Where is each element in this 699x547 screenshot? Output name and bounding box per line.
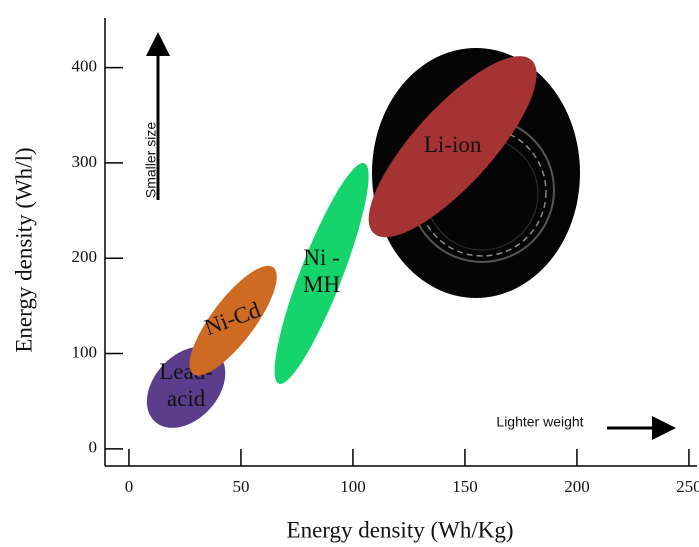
x-tick-label: 100 (340, 477, 366, 496)
x-axis-title: Energy density (Wh/Kg) (287, 517, 514, 542)
annotation: Lighter weight (496, 414, 583, 430)
y-tick-label: 400 (72, 56, 98, 75)
x-tick-label: 0 (125, 477, 134, 496)
x-tick-label: 150 (452, 477, 478, 496)
y-tick-label: 200 (72, 247, 98, 266)
region-label: acid (167, 386, 206, 411)
annotation: Smaller size (143, 122, 159, 198)
region-label: Ni - (303, 245, 339, 270)
x-tick-label: 250 (676, 477, 699, 496)
y-tick-label: 0 (89, 438, 98, 457)
region-label: Li-ion (424, 132, 482, 157)
x-tick-label: 50 (232, 477, 249, 496)
region (274, 162, 369, 384)
region (368, 56, 537, 238)
y-tick-label: 300 (72, 152, 98, 171)
x-tick-label: 200 (564, 477, 590, 496)
y-axis-title: Energy density (Wh/l) (11, 147, 36, 352)
y-tick-label: 100 (72, 342, 98, 361)
region (189, 265, 277, 376)
region-label: MH (303, 272, 340, 297)
